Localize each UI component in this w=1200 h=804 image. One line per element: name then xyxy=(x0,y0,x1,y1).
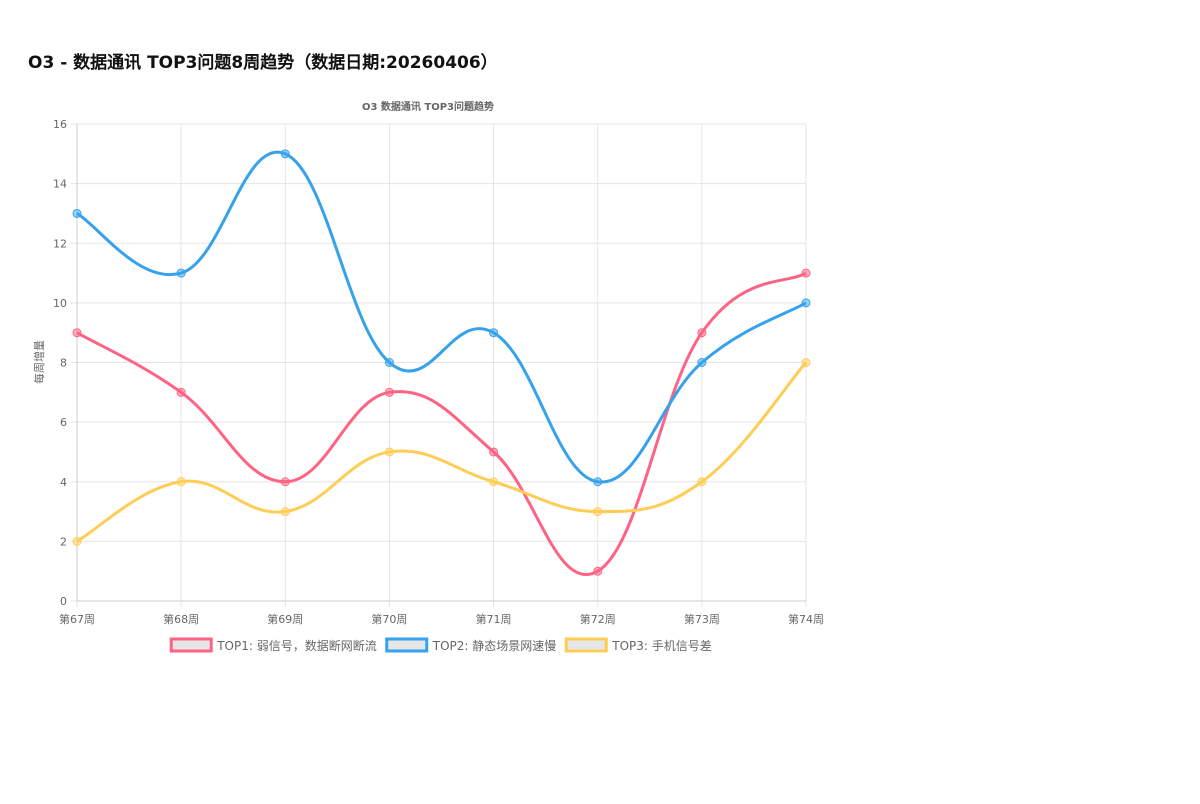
legend-item-top3[interactable]: TOP3: 手机信号差 xyxy=(564,637,712,653)
data-point[interactable] xyxy=(384,447,394,457)
data-point[interactable] xyxy=(72,208,82,218)
data-point[interactable] xyxy=(801,268,811,278)
legend: TOP1: 弱信号，数据断网断流 TOP2: 静态场景网速慢 TOP3: 手机信号差 xyxy=(169,637,712,653)
y-tick-label: 2 xyxy=(60,535,67,548)
legend-label: TOP2: 静态场景网速慢 xyxy=(432,639,557,653)
y-tick-label: 12 xyxy=(53,237,67,250)
y-tick-label: 10 xyxy=(53,297,67,310)
series-line-top2 xyxy=(76,150,807,484)
x-tick-label: 第74周 xyxy=(788,612,824,626)
y-tick-label: 0 xyxy=(60,595,67,608)
y-tick-label: 8 xyxy=(60,357,67,370)
data-point[interactable] xyxy=(593,477,603,487)
data-point[interactable] xyxy=(280,149,290,159)
data-point[interactable] xyxy=(72,328,82,338)
legend-item-top1[interactable]: TOP1: 弱信号，数据断网断流 xyxy=(169,637,377,653)
series-top3 xyxy=(72,358,811,546)
series-top1 xyxy=(72,268,811,576)
data-point[interactable] xyxy=(280,477,290,487)
y-tick-label: 16 xyxy=(53,118,67,131)
data-point[interactable] xyxy=(176,268,186,278)
series-line-top3 xyxy=(76,361,808,543)
legend-item-top2[interactable]: TOP2: 静态场景网速慢 xyxy=(385,637,557,653)
y-axis-label: 每周增量 xyxy=(32,340,46,384)
x-tick-label: 第70周 xyxy=(371,612,407,626)
x-tick-label: 第71周 xyxy=(476,612,512,626)
series-line-top1 xyxy=(76,271,807,576)
data-point[interactable] xyxy=(176,477,186,487)
chart-title: O3 数据通讯 TOP3问题趋势 xyxy=(362,100,494,113)
legend-swatch xyxy=(385,637,429,653)
data-point[interactable] xyxy=(801,358,811,367)
data-point[interactable] xyxy=(280,507,290,517)
legend-swatch xyxy=(564,637,608,653)
y-tick-label: 4 xyxy=(60,476,67,489)
data-point[interactable] xyxy=(697,477,707,487)
data-point[interactable] xyxy=(489,447,499,457)
x-tick-label: 第68周 xyxy=(163,612,199,626)
x-tick-label: 第67周 xyxy=(59,612,95,626)
x-tick-label: 第72周 xyxy=(580,612,616,626)
data-point[interactable] xyxy=(697,328,707,338)
data-point[interactable] xyxy=(489,477,499,487)
legend-label: TOP3: 手机信号差 xyxy=(611,639,712,653)
x-tick-label: 第73周 xyxy=(684,612,720,626)
data-point[interactable] xyxy=(593,507,603,517)
y-tick-label: 14 xyxy=(53,178,67,191)
y-tick-label: 6 xyxy=(60,416,67,429)
data-point[interactable] xyxy=(489,328,499,338)
grid xyxy=(71,123,807,607)
data-point[interactable] xyxy=(801,298,811,308)
legend-label: TOP1: 弱信号，数据断网断流 xyxy=(216,638,377,653)
data-point[interactable] xyxy=(593,566,603,576)
data-point[interactable] xyxy=(697,358,707,367)
data-point[interactable] xyxy=(384,358,394,367)
axes: 0 2 4 6 8 10 12 14 16 第67周 第68周 第69周 第70周 第71周 第72周 第73… xyxy=(53,118,824,626)
legend-swatch xyxy=(169,637,213,653)
series-layer xyxy=(72,149,811,576)
series-top2 xyxy=(72,149,811,487)
x-tick-label: 第69周 xyxy=(267,612,303,626)
page-title: O3 - 数据通讯 TOP3问题8周趋势（数据日期:20260406） xyxy=(28,53,498,73)
data-point[interactable] xyxy=(72,536,82,546)
data-point[interactable] xyxy=(384,387,394,397)
data-point[interactable] xyxy=(176,387,186,397)
